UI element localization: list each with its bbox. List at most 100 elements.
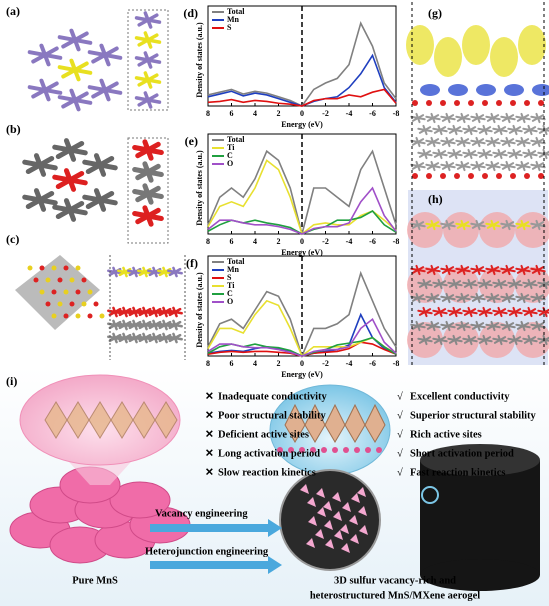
bond	[426, 221, 440, 229]
bond	[433, 280, 447, 288]
bond	[418, 336, 432, 344]
x-tick-label: -4	[346, 359, 353, 368]
zoom-marker	[421, 486, 439, 504]
ms-crystal	[306, 538, 315, 548]
atom	[496, 100, 502, 106]
atom	[57, 301, 63, 307]
bond	[433, 336, 447, 344]
bond	[516, 114, 530, 122]
bond	[501, 114, 515, 122]
aerogel	[420, 460, 540, 575]
atom	[288, 447, 294, 453]
bond	[538, 336, 549, 344]
cell	[127, 9, 169, 111]
ms-crystal	[315, 529, 324, 539]
x-tick-label: 8	[206, 359, 210, 368]
x-tick-label: 6	[230, 237, 234, 246]
bond	[531, 322, 545, 330]
bond	[508, 308, 522, 316]
bond	[441, 322, 455, 330]
pros-item: Short activation period	[410, 448, 514, 459]
bond	[523, 150, 537, 158]
x-tick-label: 2	[277, 359, 281, 368]
atom	[496, 173, 502, 179]
bond	[168, 267, 182, 277]
bond	[448, 126, 462, 134]
x-tick-label: 4	[253, 109, 257, 118]
ms-crystal	[317, 507, 326, 517]
atom	[412, 100, 418, 106]
panel-label: (b)	[6, 122, 21, 136]
bond	[493, 280, 507, 288]
ms-crystal	[357, 487, 366, 497]
legend-label: Total	[227, 257, 245, 266]
atom	[39, 289, 45, 295]
charge-density	[532, 84, 549, 96]
ms-crystal	[359, 525, 368, 535]
bond	[418, 150, 432, 158]
bond	[61, 91, 89, 109]
aerogel-top	[420, 444, 540, 476]
bond	[137, 93, 159, 107]
x-tick-label: 4	[253, 237, 257, 246]
atom	[63, 265, 69, 271]
charge-density	[420, 84, 440, 96]
ms-crystal	[316, 488, 325, 498]
bond	[31, 46, 59, 64]
pros-marker: √	[397, 466, 403, 478]
legend-label: Mn	[227, 15, 240, 24]
atom	[524, 173, 530, 179]
bond	[168, 320, 182, 330]
atom	[27, 265, 33, 271]
bond	[135, 185, 161, 203]
atom	[524, 100, 530, 106]
atom	[51, 313, 57, 319]
bond	[478, 150, 492, 158]
bond	[441, 138, 455, 146]
bond	[531, 138, 545, 146]
bond	[516, 162, 530, 170]
bond	[448, 280, 462, 288]
bond	[448, 150, 462, 158]
bond	[463, 280, 477, 288]
dos-line	[207, 186, 397, 235]
bond	[411, 221, 425, 229]
pros-marker: √	[397, 447, 403, 459]
bond	[508, 280, 522, 288]
atom	[87, 289, 93, 295]
panel-label: (g)	[428, 6, 442, 20]
cons-item: Long activation period	[218, 448, 320, 459]
legend-label: C	[227, 151, 233, 160]
bond	[137, 13, 159, 27]
atom	[538, 173, 544, 179]
bond	[411, 138, 425, 146]
bond	[411, 294, 425, 302]
bond	[426, 266, 440, 274]
bond	[441, 266, 455, 274]
atom	[440, 100, 446, 106]
bond	[433, 150, 447, 158]
bond	[516, 221, 530, 229]
ms-crystal	[333, 511, 342, 521]
legend-label: Mn	[227, 265, 240, 274]
bond	[471, 138, 485, 146]
bond	[501, 162, 515, 170]
bond	[471, 294, 485, 302]
atom	[69, 301, 75, 307]
bond	[516, 266, 530, 274]
charge-density	[406, 25, 434, 65]
bond	[478, 336, 492, 344]
bond	[478, 308, 492, 316]
bond	[448, 308, 462, 316]
legend-label: Total	[227, 7, 245, 16]
y-axis-label: Density of states (a.u.)	[195, 150, 204, 226]
atom	[510, 100, 516, 106]
bond	[137, 33, 159, 47]
cons-marker: ✕	[205, 391, 214, 402]
atom	[45, 301, 51, 307]
cons-item: Inadequate conductivity	[218, 391, 328, 402]
bond	[456, 266, 470, 274]
atom	[45, 277, 51, 283]
bond	[426, 138, 440, 146]
y-axis-label: Density of states (a.u.)	[195, 272, 204, 348]
